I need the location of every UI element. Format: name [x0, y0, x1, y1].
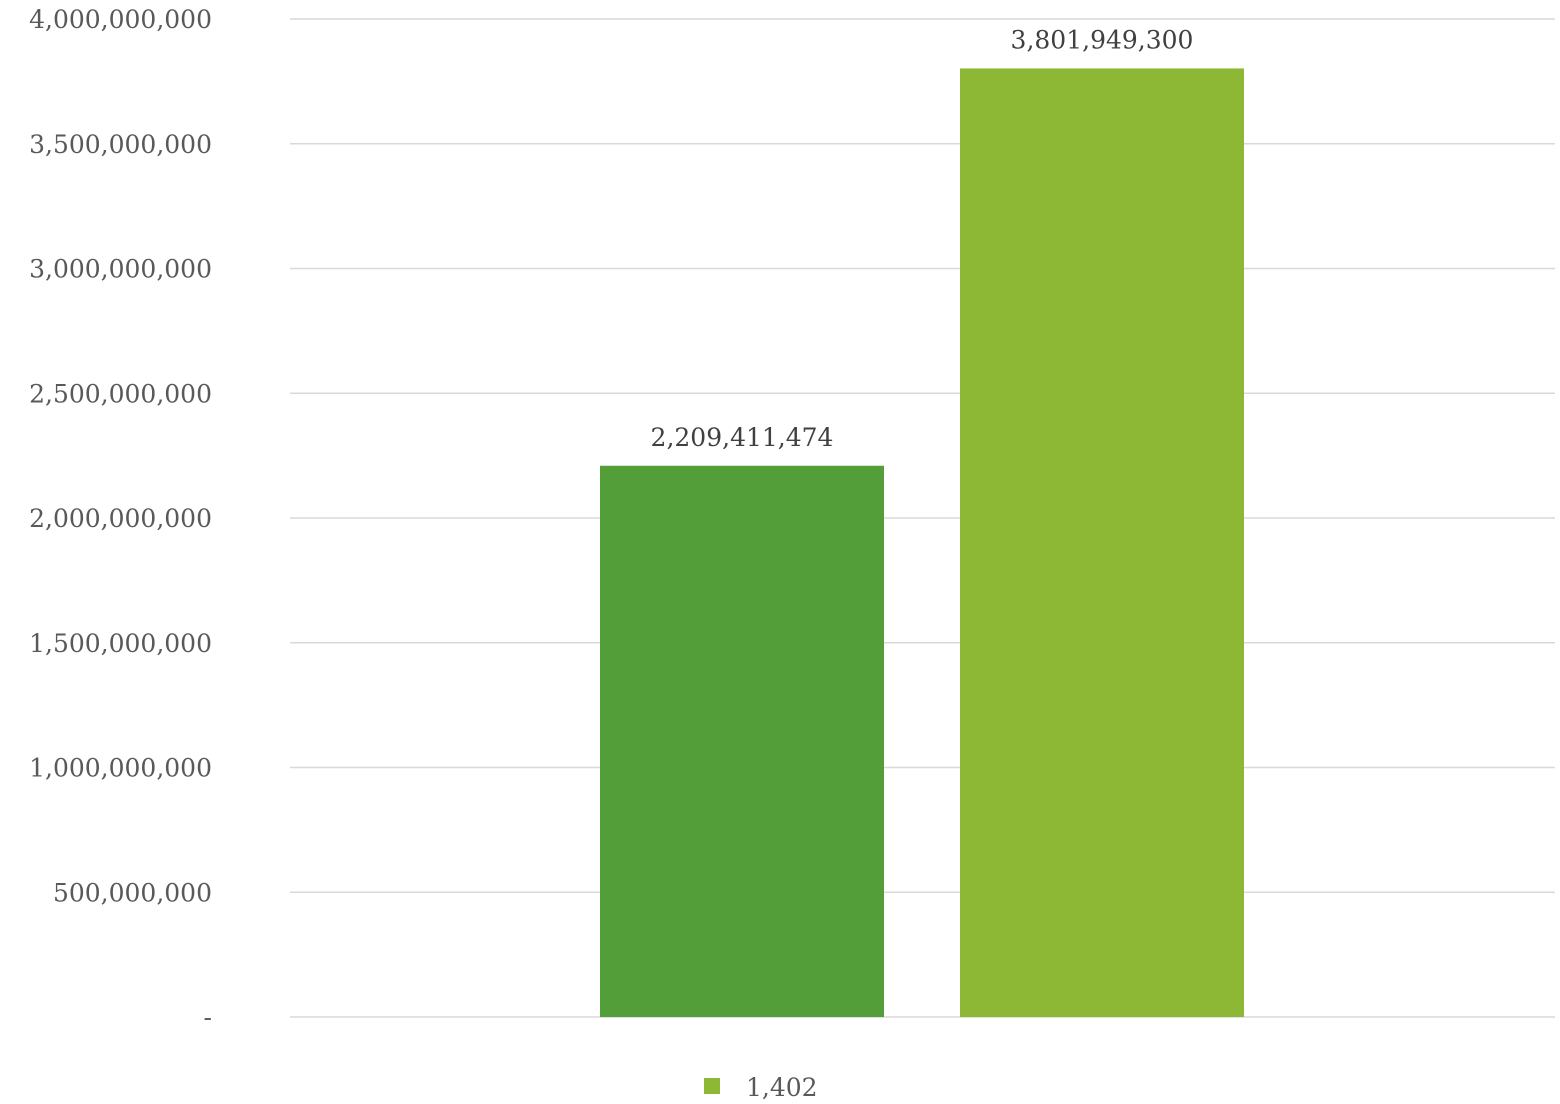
y-axis-tick-labels: - 500,000,000 1,000,000,000 1,500,000,000 2,…: [29, 5, 212, 1032]
bar-data-label: 3,801,949,300: [1011, 25, 1194, 54]
data-labels: 2,209,411,474 3,801,949,300: [651, 25, 1194, 451]
bar-data-label: 2,209,411,474: [651, 423, 834, 452]
y-tick-label: 1,500,000,000: [29, 629, 212, 658]
bar: [960, 68, 1244, 1018]
y-tick-label: 3,500,000,000: [29, 130, 212, 159]
legend-swatch: [704, 1078, 720, 1094]
y-tick-label: -: [204, 1003, 212, 1032]
legend: 1,402: [704, 1073, 818, 1102]
y-tick-label: 2,500,000,000: [29, 379, 212, 408]
bar: [600, 465, 884, 1017]
y-tick-label: 4,000,000,000: [29, 5, 212, 34]
gridlines: [290, 18, 1555, 1018]
legend-label: 1,402: [746, 1073, 818, 1102]
bars: [600, 68, 1244, 1018]
y-tick-label: 500,000,000: [53, 878, 212, 907]
y-tick-label: 2,000,000,000: [29, 504, 212, 533]
y-tick-label: 3,000,000,000: [29, 255, 212, 284]
y-tick-label: 1,000,000,000: [29, 754, 212, 783]
